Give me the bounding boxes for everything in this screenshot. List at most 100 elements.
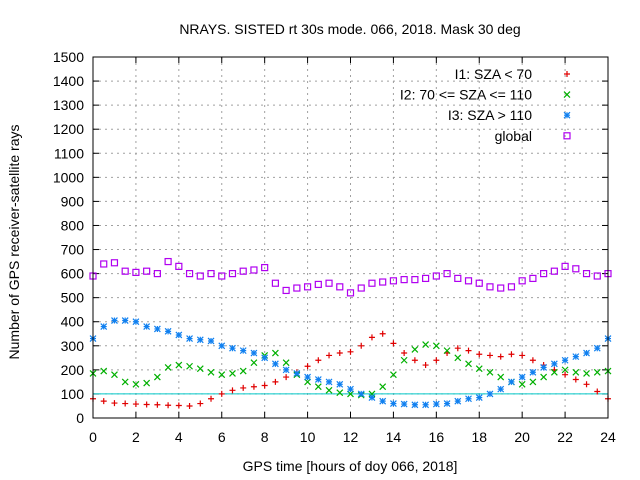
data-point bbox=[240, 384, 247, 391]
data-point bbox=[336, 389, 344, 397]
data-point bbox=[347, 385, 354, 393]
data-point bbox=[475, 279, 483, 287]
data-point bbox=[357, 284, 365, 292]
data-point bbox=[507, 283, 516, 291]
data-point bbox=[261, 354, 269, 362]
data-point bbox=[411, 401, 419, 409]
plot-frame bbox=[92, 56, 609, 419]
data-point bbox=[218, 342, 226, 350]
data-point bbox=[357, 390, 365, 398]
data-point bbox=[100, 323, 108, 330]
data-point bbox=[100, 398, 107, 405]
data-point bbox=[583, 370, 590, 377]
data-point bbox=[465, 395, 472, 403]
data-point bbox=[593, 368, 601, 376]
data-point bbox=[368, 279, 376, 287]
data-point bbox=[175, 331, 183, 339]
data-point bbox=[476, 351, 483, 358]
x-tick-label: 22 bbox=[557, 429, 573, 445]
data-point bbox=[464, 277, 473, 285]
data-point bbox=[228, 270, 237, 278]
y-tick-label: 300 bbox=[61, 338, 85, 354]
data-point bbox=[336, 283, 344, 291]
data-point bbox=[153, 373, 161, 381]
data-point bbox=[207, 337, 215, 345]
data-point bbox=[572, 376, 579, 383]
x-tick-label: 6 bbox=[218, 429, 226, 445]
data-point bbox=[379, 383, 387, 391]
y-tick-label: 900 bbox=[61, 193, 85, 209]
data-point bbox=[540, 364, 548, 371]
data-point bbox=[529, 368, 537, 376]
x-tick-label: 18 bbox=[471, 429, 487, 445]
x-tick-label: 0 bbox=[89, 429, 97, 445]
data-point bbox=[443, 400, 451, 407]
data-point bbox=[239, 347, 247, 355]
data-point bbox=[347, 348, 354, 355]
data-point bbox=[218, 272, 226, 280]
data-point bbox=[389, 277, 398, 285]
data-point bbox=[293, 284, 301, 292]
data-point bbox=[175, 402, 182, 409]
data-point bbox=[379, 278, 387, 286]
data-point bbox=[154, 401, 161, 408]
data-point bbox=[486, 352, 493, 359]
data-point bbox=[582, 270, 591, 278]
x-tick-label: 10 bbox=[300, 429, 316, 445]
x-tick-label: 20 bbox=[514, 429, 530, 445]
data-point bbox=[550, 267, 558, 275]
data-point bbox=[593, 344, 601, 352]
chart-title: NRAYS. SISTED rt 30s mode. 066, 2018. Ma… bbox=[179, 21, 520, 37]
series-4 bbox=[89, 257, 612, 297]
data-point bbox=[314, 280, 322, 289]
data-point bbox=[336, 380, 344, 388]
data-point bbox=[550, 360, 558, 368]
data-point bbox=[540, 270, 548, 278]
data-point bbox=[261, 382, 268, 389]
data-point bbox=[465, 360, 472, 368]
data-point bbox=[283, 374, 290, 381]
data-point bbox=[121, 267, 129, 275]
data-point bbox=[165, 402, 172, 409]
data-point bbox=[497, 373, 505, 381]
data-point bbox=[207, 368, 215, 376]
data-point bbox=[132, 268, 140, 276]
x-tick-label: 16 bbox=[429, 429, 445, 445]
data-point bbox=[411, 345, 419, 353]
data-point bbox=[454, 345, 461, 352]
data-point bbox=[422, 362, 429, 369]
data-point bbox=[325, 378, 333, 386]
data-point bbox=[122, 400, 129, 407]
y-axis-label: Number of GPS receiver-satellite rays bbox=[6, 125, 22, 360]
y-tick-label: 1000 bbox=[53, 169, 84, 185]
legend-marker bbox=[564, 71, 570, 77]
data-point bbox=[572, 368, 580, 376]
data-point bbox=[486, 283, 494, 291]
legend-marker bbox=[563, 91, 571, 99]
x-tick-label: 4 bbox=[175, 429, 183, 445]
data-point bbox=[197, 400, 204, 407]
data-point bbox=[111, 317, 118, 324]
data-point bbox=[583, 381, 590, 388]
data-point bbox=[218, 390, 225, 397]
data-point bbox=[132, 401, 139, 408]
y-tick-label: 1100 bbox=[54, 145, 84, 161]
data-point bbox=[497, 284, 505, 292]
data-point bbox=[379, 397, 387, 405]
data-point bbox=[314, 376, 322, 383]
data-point bbox=[186, 402, 193, 409]
data-point bbox=[561, 366, 569, 374]
data-point bbox=[132, 318, 140, 326]
data-point bbox=[389, 371, 397, 379]
data-point bbox=[111, 371, 118, 379]
data-point bbox=[411, 276, 419, 284]
data-point bbox=[422, 274, 430, 283]
data-point bbox=[519, 352, 526, 359]
data-point bbox=[325, 279, 333, 287]
data-point bbox=[282, 286, 290, 295]
y-tick-label: 600 bbox=[61, 266, 85, 282]
data-point bbox=[100, 260, 108, 268]
legend-label: I2: 70 <= SZA <= 110 bbox=[400, 87, 532, 103]
x-tick-label: 8 bbox=[261, 429, 269, 445]
